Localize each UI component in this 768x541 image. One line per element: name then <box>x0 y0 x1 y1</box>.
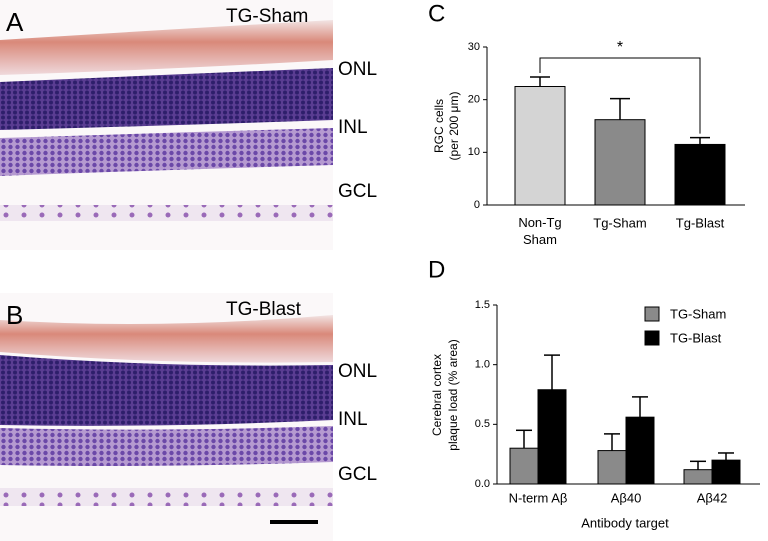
panel-letter: B <box>6 300 23 330</box>
y-tick-label: 0.0 <box>475 478 490 490</box>
y-tick-label: 30 <box>468 41 480 53</box>
y-tick-label: 0 <box>474 199 480 211</box>
layer-label: INL <box>338 117 368 138</box>
significance-marker: * <box>617 39 623 56</box>
x-tick-label: Tg-Sham <box>593 215 646 230</box>
bar <box>509 447 539 485</box>
bar <box>711 459 741 485</box>
panel-letter: C <box>428 0 445 27</box>
bar <box>625 416 655 485</box>
x-tick-label: Non-Tg Sham <box>518 215 561 247</box>
bar <box>514 86 566 206</box>
layer-label: ONL <box>338 59 377 80</box>
bar <box>683 469 713 485</box>
legend-label: TG-Blast <box>670 330 722 345</box>
layer-label: ONL <box>338 361 377 382</box>
y-tick-label: 10 <box>468 146 480 158</box>
legend-label: TG-Sham <box>670 306 726 321</box>
legend-swatch <box>644 306 660 322</box>
y-tick-label: 1.5 <box>475 299 490 311</box>
legend-swatch <box>644 330 660 346</box>
condition-label: TG-Blast <box>226 299 302 320</box>
x-tick-label: Tg-Blast <box>676 215 725 230</box>
x-axis-label: Antibody target <box>581 515 669 530</box>
x-tick-label: Aβ40 <box>611 490 642 505</box>
bar <box>594 119 646 206</box>
y-axis-label: RGC cells <box>432 99 446 153</box>
significance-bracket <box>539 57 701 134</box>
y-tick-label: 20 <box>468 94 480 106</box>
panel-letter: D <box>428 256 445 283</box>
layer-label: GCL <box>338 464 377 485</box>
bar <box>597 450 627 485</box>
condition-label: TG-Sham <box>226 6 308 27</box>
y-axis-label: plaque load (% area) <box>446 339 460 450</box>
x-tick-label: Aβ42 <box>697 490 728 505</box>
histology-a <box>0 0 333 250</box>
y-tick-label: 1.0 <box>475 359 490 371</box>
panel-letter: A <box>6 7 24 37</box>
bar <box>537 389 567 485</box>
y-axis-label: Cerebral cortex <box>430 354 444 436</box>
x-tick-label: N-term Aβ <box>509 490 568 505</box>
bar <box>674 143 726 206</box>
histology-b <box>0 293 333 541</box>
layer-label: INL <box>338 409 368 430</box>
layer-label: GCL <box>338 181 377 202</box>
y-tick-label: 0.5 <box>475 418 490 430</box>
y-axis-label: (per 200 μm) <box>447 92 461 161</box>
